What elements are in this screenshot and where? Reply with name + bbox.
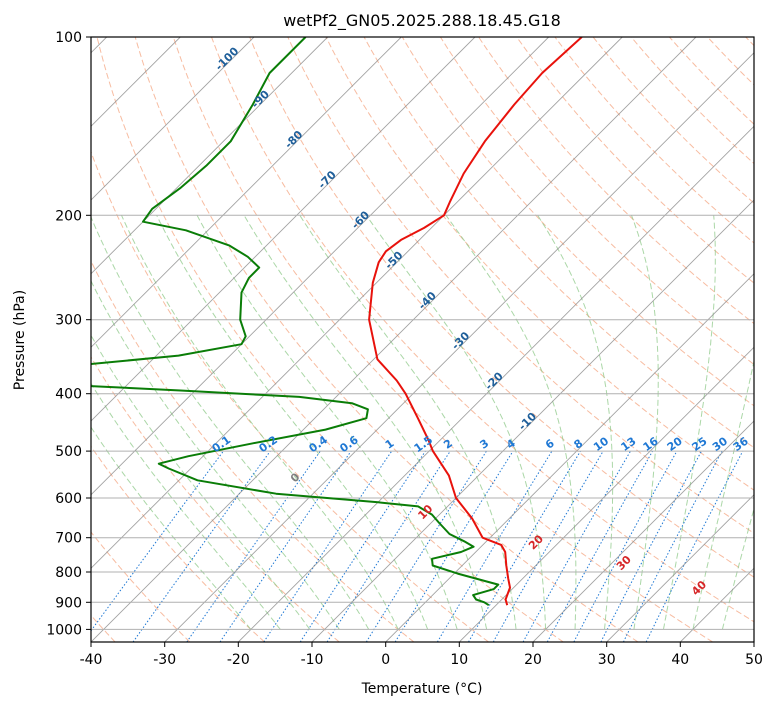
y-axis: 100 200 300 400 500 600 700 800 900 1000 xyxy=(46,30,91,638)
moist-adiabat xyxy=(662,215,716,630)
mixing-ratio-line xyxy=(326,450,451,642)
isotherm-line xyxy=(458,346,754,642)
isotherm-line xyxy=(91,37,697,642)
mixing-ratio-line xyxy=(299,450,426,642)
mixing-ratio-line xyxy=(132,450,271,642)
dry-adiabat xyxy=(172,37,713,642)
mixing-ratio-line xyxy=(263,450,393,642)
dry-adiabat xyxy=(91,150,489,642)
dry-adiabat xyxy=(249,37,754,578)
y-tick-label: 900 xyxy=(55,595,82,611)
x-tick-label: -10 xyxy=(301,652,324,668)
mixing-ratio-line xyxy=(645,450,744,642)
isotherm-line xyxy=(91,37,623,569)
dry-adiabat xyxy=(516,37,754,284)
moist-adiabat xyxy=(631,215,659,630)
x-tick-label: 0 xyxy=(381,652,390,668)
isotherm-line xyxy=(91,37,255,201)
mixing-ratio-line xyxy=(394,450,514,642)
y-tick-label: 400 xyxy=(55,387,82,403)
x-tick-label: -30 xyxy=(153,652,176,668)
dry-adiabat xyxy=(91,531,191,642)
dry-adiabat xyxy=(439,37,754,366)
moist-adiabat xyxy=(91,426,252,630)
moist-adiabat xyxy=(692,358,754,630)
mixing-ratio-line xyxy=(91,450,224,632)
isotherm-line xyxy=(91,37,402,348)
isotherm-line xyxy=(237,125,754,642)
traces xyxy=(91,37,583,607)
temperature-trace xyxy=(368,37,583,606)
y-tick-label: 600 xyxy=(55,491,82,507)
y-tick-label: 200 xyxy=(55,208,82,224)
mixing-ratio-line xyxy=(600,450,702,642)
y-tick-label: 500 xyxy=(55,444,82,460)
x-axis: -40 -30 -20 -10 0 10 20 30 40 50 xyxy=(80,642,763,668)
moist-adiabat xyxy=(156,215,429,630)
y-tick-label: 700 xyxy=(55,531,82,547)
y-axis-label: Pressure (hPa) xyxy=(12,290,28,390)
moist-adiabat xyxy=(721,506,754,630)
y-tick-label: 100 xyxy=(55,30,82,46)
x-tick-label: 30 xyxy=(598,652,616,668)
isotherm-line xyxy=(606,494,754,642)
x-tick-label: 20 xyxy=(524,652,542,668)
x-tick-label: 10 xyxy=(450,652,468,668)
y-tick-label: 300 xyxy=(55,313,82,329)
x-tick-label: 40 xyxy=(671,652,689,668)
y-tick-label: 800 xyxy=(55,565,82,581)
dry-adiabat xyxy=(211,37,754,623)
dry-adiabat xyxy=(91,445,265,642)
moist-adiabat xyxy=(91,382,281,630)
mixing-ratio-line xyxy=(365,450,487,642)
mixing-ratio-line xyxy=(522,450,631,642)
y-tick-label: 1000 xyxy=(46,622,82,638)
x-tick-label: 50 xyxy=(745,652,763,668)
isotherm-line xyxy=(532,420,754,642)
moist-adiabat xyxy=(365,215,547,630)
moist-adiabat xyxy=(91,334,311,630)
x-tick-label: -40 xyxy=(80,652,103,668)
dry-adiabat xyxy=(401,37,754,407)
isotherm-line xyxy=(91,37,476,422)
dry-adiabat xyxy=(134,37,639,642)
mixing-ratio-line xyxy=(219,450,352,642)
chart-title: wetPf2_GN05.2025.288.18.45.G18 xyxy=(283,11,561,31)
dewpoint-trace xyxy=(91,37,500,607)
isotherm-line xyxy=(164,52,754,642)
grid-lines xyxy=(91,37,754,642)
mixing-ratio-line xyxy=(573,450,678,642)
isotherm-line xyxy=(311,199,754,642)
mixing-ratio-line xyxy=(546,450,654,642)
plot-frame xyxy=(90,36,755,643)
x-tick-label: -20 xyxy=(227,652,250,668)
x-axis-label: Temperature (°C) xyxy=(361,681,483,697)
plot-area xyxy=(91,37,754,642)
isotherm-line xyxy=(385,273,754,642)
mixing-ratio-line xyxy=(622,450,723,642)
isotherm-line xyxy=(91,37,550,496)
isotherm-line xyxy=(91,37,329,275)
dry-adiabat xyxy=(96,37,564,642)
mixing-ratio-line xyxy=(436,450,553,642)
